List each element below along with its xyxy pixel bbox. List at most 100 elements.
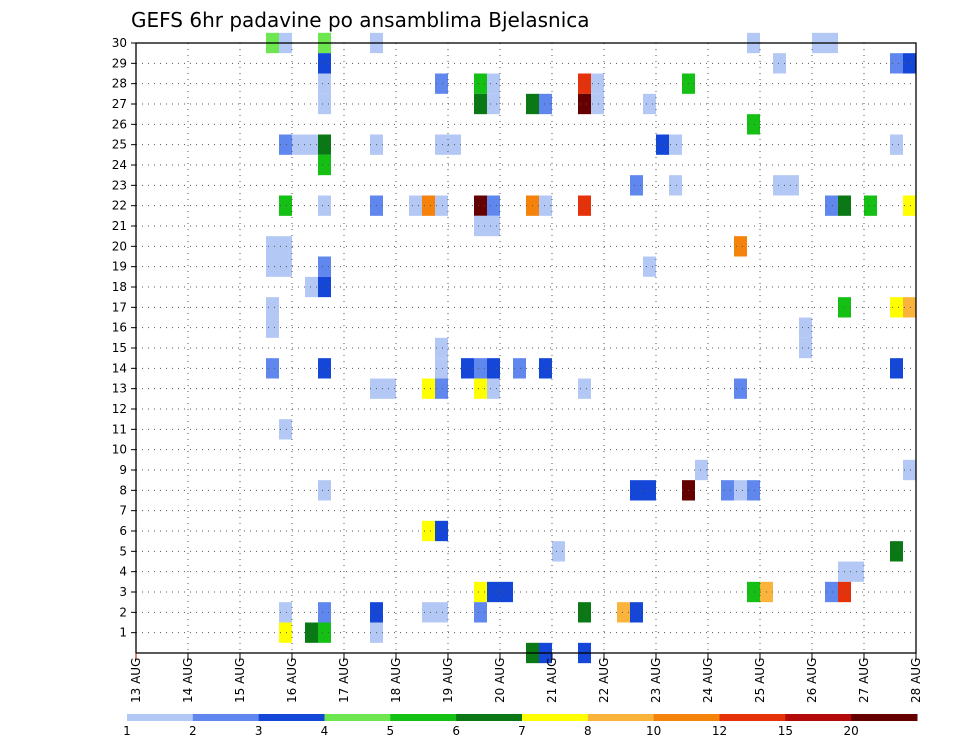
y-tick-label: 8 [119, 483, 127, 497]
cell-m3-t47 [747, 581, 760, 603]
cell-m5-t58 [890, 541, 903, 562]
cell-m13-t34 [578, 378, 591, 399]
cell-m29-t14 [318, 53, 331, 74]
cell-m19-t11 [279, 256, 292, 277]
y-tick-label: 9 [119, 463, 127, 477]
cell-m8-t39 [643, 480, 656, 501]
cell-m23-t50 [786, 175, 799, 196]
cell-m6-t23 [435, 520, 448, 542]
x-tick-label: 27 AUG [857, 658, 871, 703]
cell-m2-t22 [422, 602, 435, 623]
legend-swatch [324, 714, 391, 721]
cell-m27-t34 [578, 93, 591, 115]
cell-m3-t28 [500, 581, 513, 603]
legend-label: 10 [646, 724, 661, 738]
cell-m14-t31 [539, 358, 552, 379]
cells-layer [266, 32, 916, 664]
cell-m23-t49 [773, 175, 786, 196]
grid-layer [136, 43, 916, 653]
color-legend: 1 2 3 4 5 6 7 8 10 12 15 20 [123, 714, 918, 738]
cell-m21-t27 [487, 215, 500, 237]
cell-m3-t26 [474, 581, 487, 603]
cell-m8-t45 [721, 480, 734, 501]
cell-m13-t22 [422, 378, 435, 399]
legend-swatch [127, 714, 194, 721]
cell-m25-t40 [656, 134, 669, 155]
x-tick-label: 15 AUG [233, 658, 247, 703]
cell-m22-t11 [279, 195, 292, 216]
x-tick-label: 13 AUG [129, 658, 143, 703]
legend-swatch [192, 714, 260, 721]
y-tick-label: 27 [112, 97, 127, 111]
y-tick-label: 23 [112, 178, 127, 192]
cell-m1-t14 [318, 622, 331, 643]
cell-m17-t58 [890, 297, 903, 318]
cell-m14-t26 [474, 358, 487, 379]
cell-m25-t13 [305, 134, 318, 155]
y-tick-label: 20 [112, 239, 127, 253]
cell-m11-t11 [279, 419, 292, 440]
legend-label: 8 [584, 724, 592, 738]
legend-swatch [719, 714, 786, 721]
legend-label: 12 [712, 724, 727, 738]
x-tick-label: 16 AUG [285, 658, 299, 703]
legend-swatch [851, 714, 918, 721]
cell-m28-t23 [435, 73, 448, 94]
cell-m5-t32 [552, 541, 565, 562]
cell-m23-t41 [669, 175, 682, 196]
legend-label: 20 [844, 724, 859, 738]
cell-m8-t47 [747, 480, 760, 501]
y-axis: 1234567891011121314151617181920212223242… [112, 36, 136, 640]
y-tick-label: 14 [112, 361, 127, 375]
y-tick-label: 25 [112, 138, 127, 152]
cell-m21-t26 [474, 215, 487, 237]
cell-m9-t43 [695, 459, 708, 481]
cell-m2-t11 [279, 602, 292, 623]
cell-m9-t59 [903, 459, 916, 481]
y-tick-label: 16 [112, 321, 127, 335]
y-tick-label: 21 [112, 219, 127, 233]
cell-m19-t14 [318, 256, 331, 277]
y-tick-label: 1 [119, 626, 127, 640]
cell-m27-t39 [643, 93, 656, 115]
cell-m14-t29 [513, 358, 526, 379]
cell-m2-t38 [630, 602, 643, 623]
legend-label: 5 [387, 724, 395, 738]
cell-m27-t27 [487, 93, 500, 115]
cell-m25-t14 [318, 134, 331, 155]
cell-m19-t39 [643, 256, 656, 277]
legend-label: 7 [518, 724, 526, 738]
y-tick-label: 12 [112, 402, 127, 416]
cell-m18-t13 [305, 276, 318, 298]
legend-swatch [456, 714, 523, 721]
legend-label: 2 [189, 724, 197, 738]
y-tick-label: 5 [119, 544, 127, 558]
legend-label: 1 [123, 724, 131, 738]
cell-m13-t26 [474, 378, 487, 399]
cell-m22-t31 [539, 195, 552, 216]
cell-m13-t19 [383, 378, 396, 399]
x-tick-label: 23 AUG [649, 658, 663, 703]
cell-m28-t35 [591, 73, 604, 94]
cell-m14-t25 [461, 358, 474, 379]
cell-m20-t46 [734, 236, 747, 257]
cell-m3-t53 [825, 581, 838, 603]
cell-m13-t27 [487, 378, 500, 399]
x-tick-label: 20 AUG [493, 658, 507, 703]
x-tick-label: 22 AUG [597, 658, 611, 703]
cell-m29-t49 [773, 53, 786, 74]
y-tick-label: 29 [112, 56, 127, 70]
y-tick-label: 2 [119, 605, 127, 619]
cell-m25-t41 [669, 134, 682, 155]
cell-m22-t14 [318, 195, 331, 216]
x-tick-label: 14 AUG [181, 658, 195, 703]
x-axis: 13 AUG 14 AUG 15 AUG 16 AUG 17 AUG 18 AUG 19 A… [129, 653, 923, 703]
y-tick-label: 26 [112, 117, 127, 131]
legend-label: 4 [321, 724, 329, 738]
cell-m20-t10 [266, 236, 279, 257]
cell-m29-t58 [890, 53, 903, 74]
cell-m2-t23 [435, 602, 448, 623]
legend-label: 15 [778, 724, 793, 738]
cell-m22-t59 [903, 195, 916, 216]
